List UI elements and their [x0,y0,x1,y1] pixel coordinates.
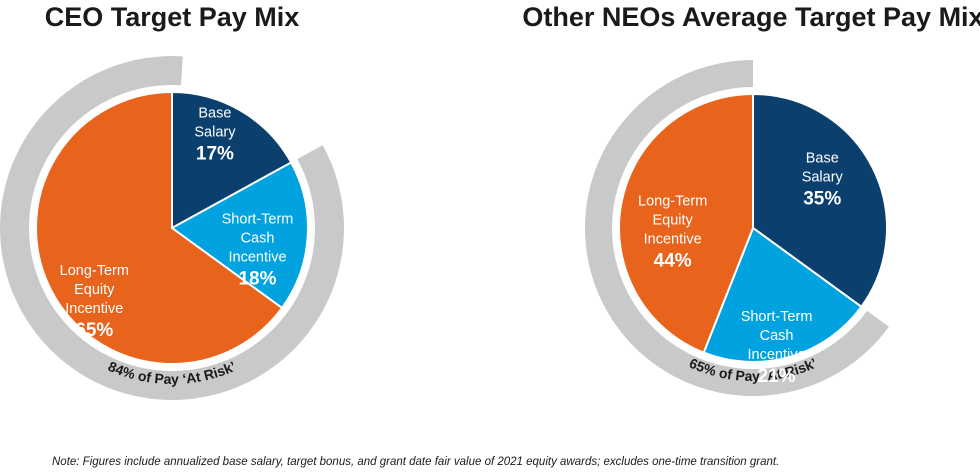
slice-label-1-line-0: Short-Term [741,309,813,325]
pie-slice-2 [618,92,754,354]
slice-percent-1: 18% [238,268,276,289]
pie-slice-1 [170,161,309,310]
slice-percent-1: 21% [758,366,796,387]
slice-label-2-line-1: Equity [653,212,694,228]
slice-label-1-line-1: Cash [760,328,794,344]
slice-label-2-line-1: Equity [74,282,115,298]
ceo-chart-title: CEO Target Pay Mix [44,2,300,32]
pie-slice-0 [752,92,888,309]
slice-label-1-line-1: Cash [241,230,275,246]
pie-slice-2 [35,90,284,365]
slice-label-0-line-0: Base [806,151,839,167]
pie-slice-0 [171,90,293,230]
slice-percent-0: 35% [803,189,841,210]
footnote: Note: Figures include annualized base sa… [52,456,780,468]
slice-percent-2: 65% [75,320,113,341]
slice-label-2-line-0: Long-Term [638,193,707,209]
pie-slice-1 [702,226,863,363]
slice-label-0-line-0: Base [198,105,231,121]
slice-label-2-line-2: Incentive [644,231,702,247]
slice-label-2-line-2: Incentive [65,301,123,317]
slice-label-1-line-2: Incentive [228,249,286,265]
slice-label-2-line-0: Long-Term [60,263,129,279]
slice-label-1-line-0: Short-Term [222,211,294,227]
neo-chart-title: Other NEOs Average Target Pay Mix [522,2,980,32]
slice-label-0-line-1: Salary [194,124,236,140]
slice-percent-2: 44% [654,250,692,271]
slice-percent-0: 17% [196,143,234,164]
slice-label-0-line-1: Salary [802,170,844,186]
slice-label-1-line-2: Incentive [748,347,806,363]
